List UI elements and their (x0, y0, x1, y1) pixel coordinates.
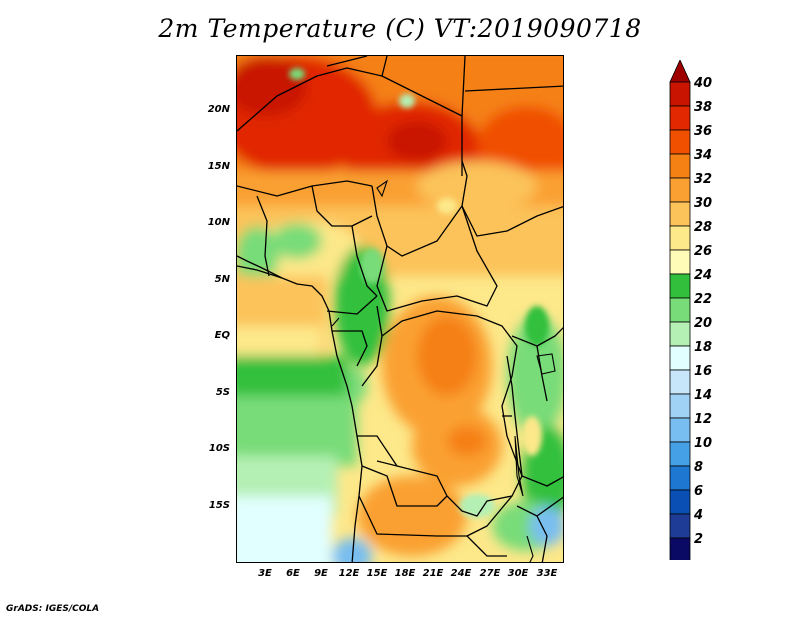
colorbar-cell (669, 81, 691, 107)
colorbar-cell (669, 60, 691, 83)
lon-label: 12E (338, 568, 360, 579)
colorbar-label: 36 (694, 124, 713, 139)
colorbar-cell (669, 153, 691, 179)
colorbar (669, 60, 691, 560)
colorbar-label: 22 (694, 292, 713, 307)
colorbar-cell (669, 513, 691, 539)
temperature-map (236, 55, 564, 563)
lon-label: 15E (366, 568, 388, 579)
colorbar-label: 40 (694, 76, 713, 91)
colorbar-cell (669, 345, 691, 371)
lon-label: 27E (479, 568, 501, 579)
grads-credit: GrADS: IGES/COLA (6, 604, 100, 614)
colorbar-label: 24 (694, 268, 713, 283)
colorbar-cell (669, 249, 691, 275)
lat-label: 10S (208, 443, 230, 454)
lat-label: 5N (214, 274, 230, 285)
colorbar-label: 26 (694, 244, 713, 259)
colorbar-label: 6 (694, 484, 704, 499)
colorbar-label: 38 (694, 100, 713, 115)
colorbar-cell (669, 465, 691, 491)
colorbar-cell (669, 225, 691, 251)
lon-label: 33E (536, 568, 558, 579)
colorbar-cell (669, 129, 691, 155)
lon-label: 21E (422, 568, 444, 579)
lon-label: 9E (314, 568, 328, 579)
colorbar-label: 12 (694, 412, 713, 427)
map-title: 2m Temperature (C) VT:2019090718 (158, 14, 642, 43)
colorbar-label: 18 (694, 340, 713, 355)
lat-label: 5S (215, 387, 230, 398)
colorbar-cell (669, 369, 691, 395)
lon-label: 6E (286, 568, 300, 579)
colorbar-cell (669, 273, 691, 299)
lat-label: 10N (207, 217, 230, 228)
colorbar-label: 10 (694, 436, 713, 451)
colorbar-cell (669, 321, 691, 347)
colorbar-cell (669, 417, 691, 443)
lon-label: 30E (507, 568, 529, 579)
colorbar-label: 30 (694, 196, 713, 211)
colorbar-label: 2 (694, 532, 704, 547)
colorbar-label: 16 (694, 364, 713, 379)
colorbar-label: 32 (694, 172, 713, 187)
colorbar-label: 28 (694, 220, 713, 235)
lat-label: EQ (214, 330, 230, 341)
colorbar-cell (669, 393, 691, 419)
colorbar-cell (669, 297, 691, 323)
colorbar-cell (669, 105, 691, 131)
colorbar-label: 14 (694, 388, 713, 403)
colorbar-cell (669, 489, 691, 515)
colorbar-cell (669, 441, 691, 467)
lat-label: 15S (208, 500, 230, 511)
lon-label: 18E (394, 568, 416, 579)
colorbar-cell (669, 201, 691, 227)
lon-label: 24E (450, 568, 472, 579)
lat-label: 15N (207, 161, 230, 172)
colorbar-label: 8 (694, 460, 704, 475)
colorbar-label: 4 (694, 508, 704, 523)
colorbar-label: 34 (694, 148, 713, 163)
colorbar-cell (669, 537, 691, 560)
lat-label: 20N (207, 104, 230, 115)
colorbar-cell (669, 177, 691, 203)
lon-label: 3E (258, 568, 272, 579)
colorbar-label: 20 (694, 316, 713, 331)
